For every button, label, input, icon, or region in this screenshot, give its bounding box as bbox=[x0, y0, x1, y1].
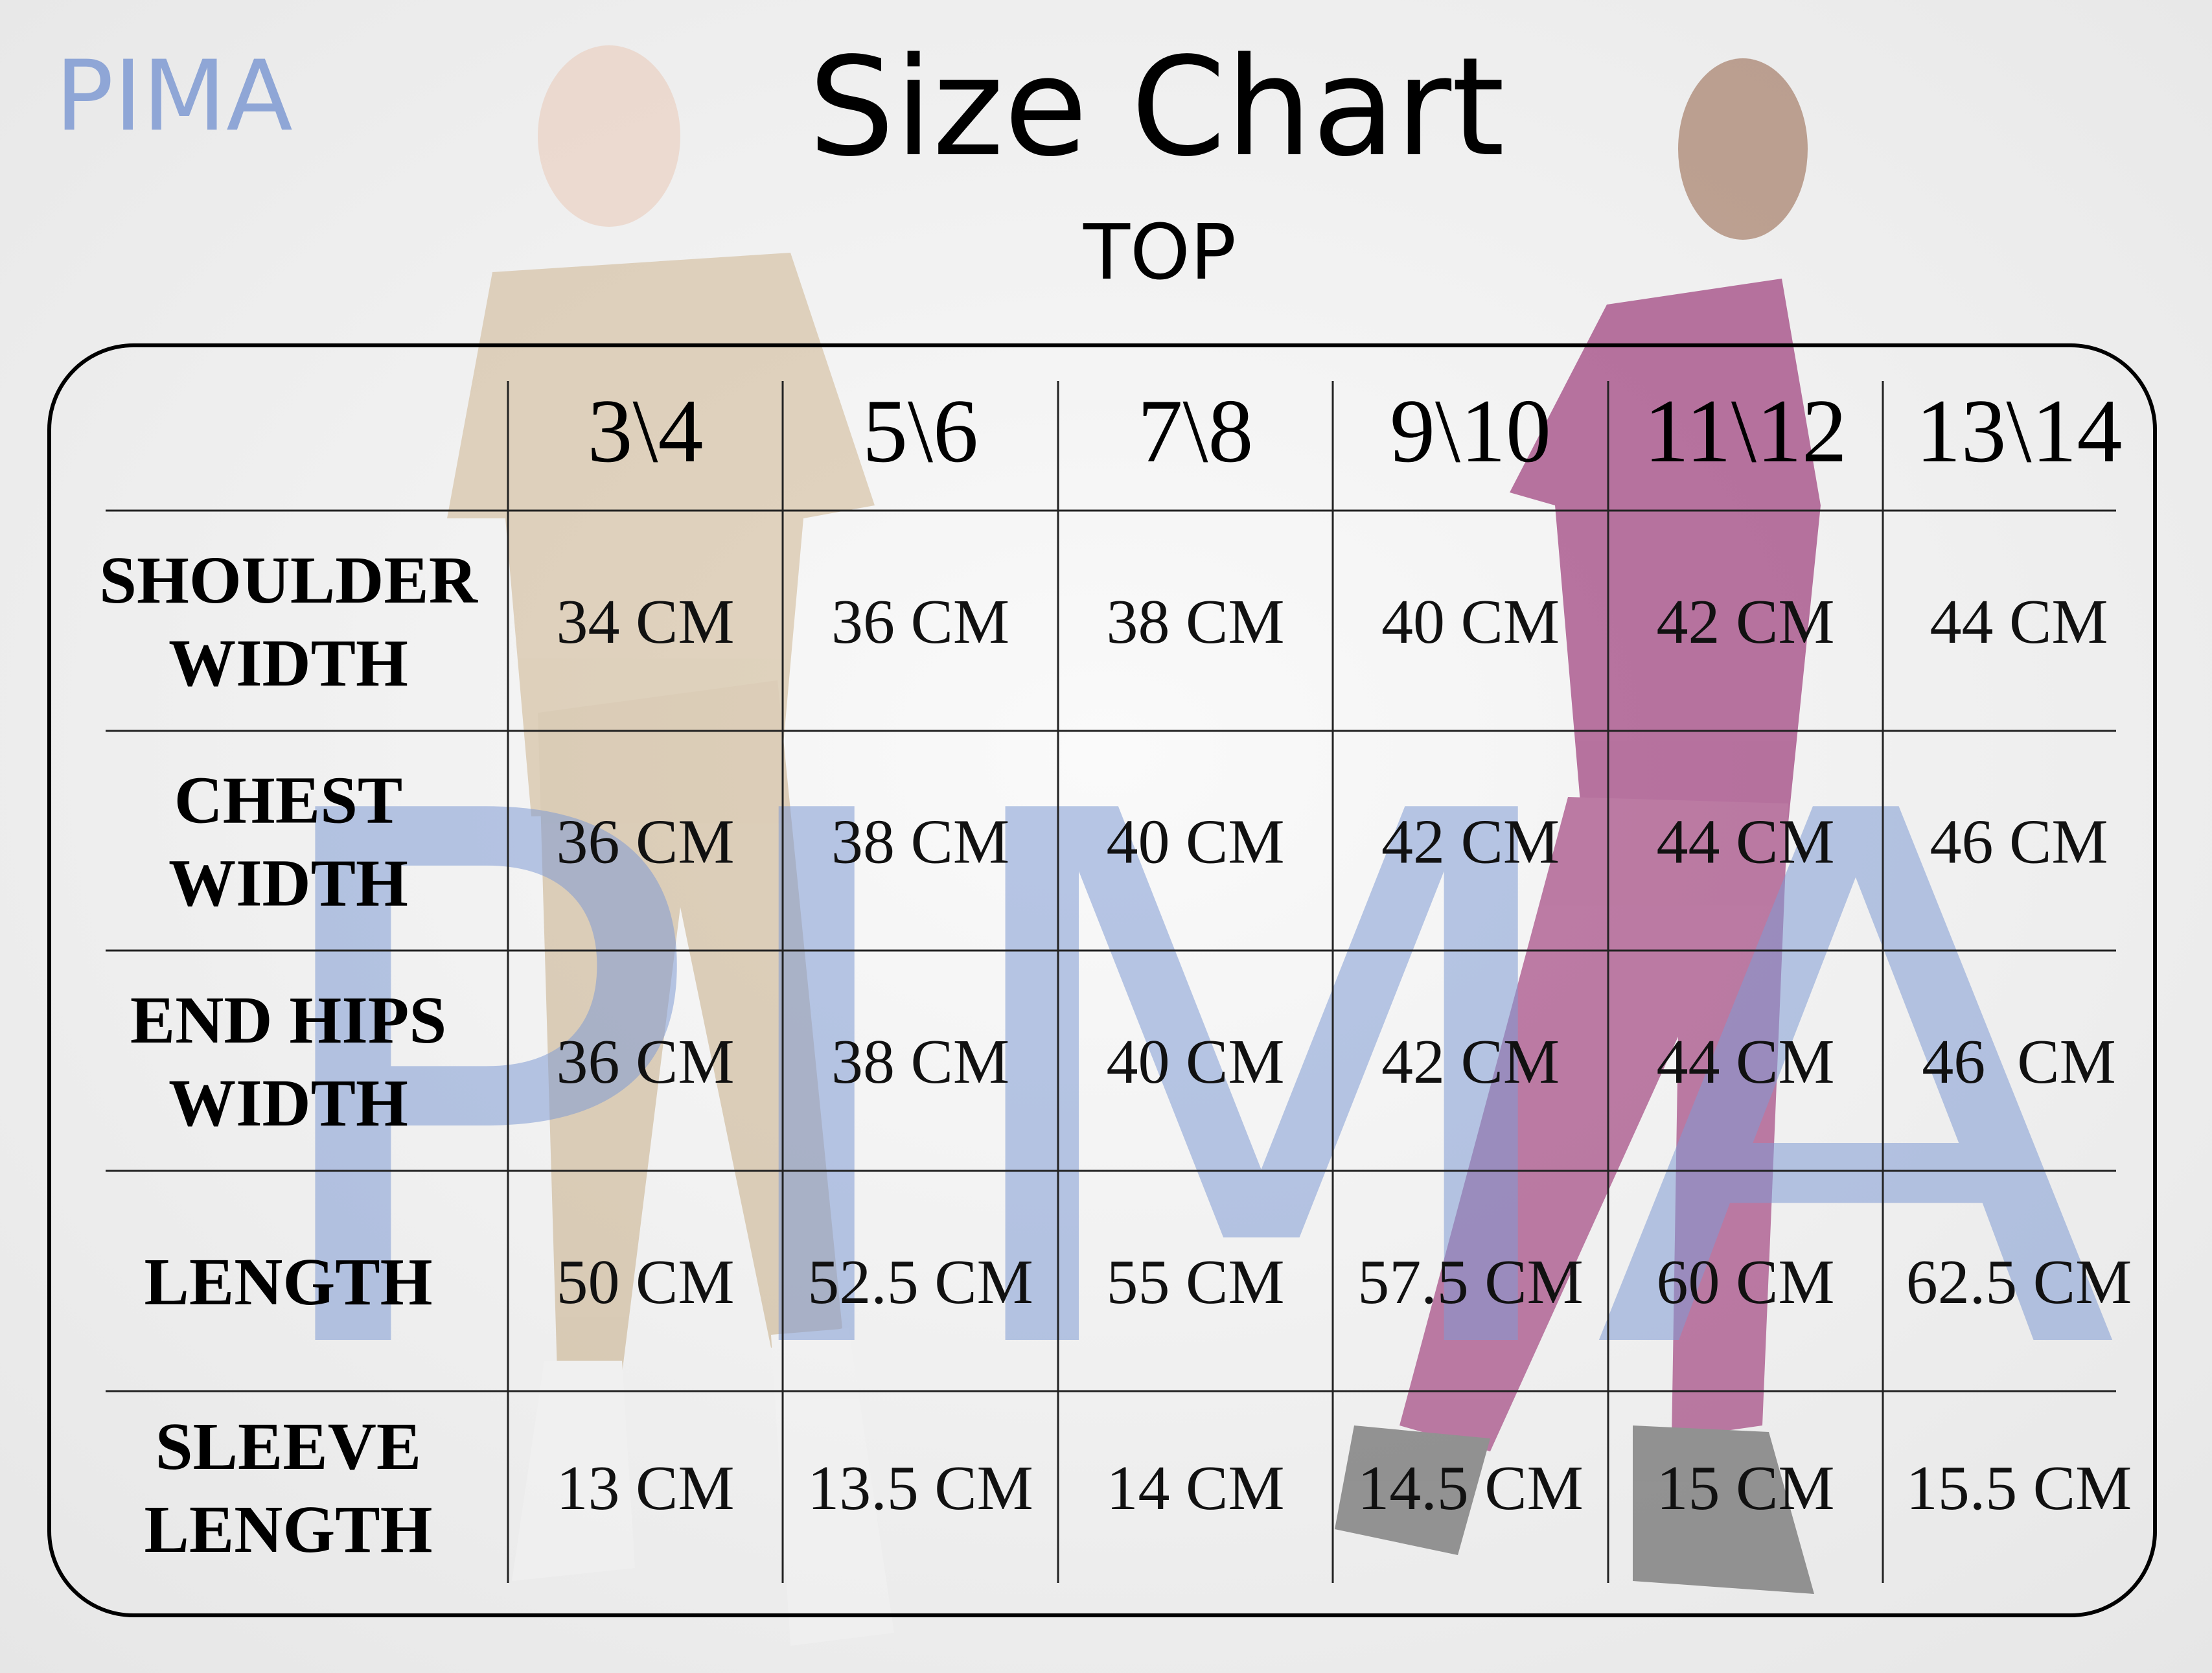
row-label: SHOULDER bbox=[99, 543, 479, 617]
size-value: 55 CM bbox=[1106, 1247, 1284, 1317]
size-value: 34 CM bbox=[556, 587, 734, 657]
size-value: 40 CM bbox=[1381, 587, 1560, 657]
size-value: 36 CM bbox=[831, 587, 1009, 657]
size-value: 44 CM bbox=[1930, 587, 2108, 657]
size-header: 5\6 bbox=[862, 381, 978, 481]
row-label: END HIPS bbox=[130, 983, 446, 1057]
size-value: 57.5 CM bbox=[1357, 1247, 1584, 1317]
size-value: 50 CM bbox=[556, 1247, 734, 1317]
figure-right bbox=[1335, 58, 1821, 1594]
figure-left bbox=[447, 45, 894, 1646]
title: Size Chart bbox=[809, 28, 1505, 187]
table-border bbox=[47, 343, 2157, 1617]
row-label: WIDTH bbox=[168, 626, 408, 700]
size-table: 3\4 5\6 7\8 9\10 11\12 13\14 SHOULDER WIDTH 34 C… bbox=[99, 381, 2132, 1583]
size-value: 42 CM bbox=[1381, 1027, 1560, 1097]
size-value: 40 CM bbox=[1106, 1027, 1284, 1097]
size-value: 36 CM bbox=[556, 1027, 734, 1097]
size-value: 38 CM bbox=[831, 807, 1009, 877]
size-value: 15 CM bbox=[1656, 1453, 1834, 1523]
subtitle: TOP bbox=[1083, 207, 1236, 297]
row-label: LENGTH bbox=[144, 1492, 433, 1567]
size-value: 13.5 CM bbox=[807, 1453, 1033, 1523]
size-header: 11\12 bbox=[1644, 381, 1847, 481]
size-value: 62.5 CM bbox=[1906, 1247, 2132, 1317]
size-value: 13 CM bbox=[556, 1453, 734, 1523]
size-header: 3\4 bbox=[588, 381, 704, 481]
size-value: 15.5 CM bbox=[1906, 1453, 2132, 1523]
size-value: 38 CM bbox=[1106, 587, 1284, 657]
size-value: 38 CM bbox=[831, 1027, 1009, 1097]
size-header: 7\8 bbox=[1138, 381, 1254, 481]
size-value: 44 CM bbox=[1656, 807, 1834, 877]
size-value: 36 CM bbox=[556, 807, 734, 877]
size-value: 46 CM bbox=[1930, 807, 2108, 877]
row-label: WIDTH bbox=[168, 1066, 408, 1140]
row-label: CHEST bbox=[174, 763, 403, 838]
size-value: 42 CM bbox=[1381, 807, 1560, 877]
size-value: 52.5 CM bbox=[807, 1247, 1033, 1317]
size-value: 40 CM bbox=[1106, 807, 1284, 877]
size-value: 60 CM bbox=[1656, 1247, 1834, 1317]
size-header: 13\14 bbox=[1916, 381, 2123, 481]
row-label: WIDTH bbox=[168, 846, 408, 921]
size-value: 14 CM bbox=[1106, 1453, 1284, 1523]
size-value: 46 CM bbox=[1922, 1027, 2116, 1097]
size-value: 14.5 CM bbox=[1357, 1453, 1584, 1523]
row-label: SLEEVE bbox=[156, 1409, 421, 1484]
row-label: LENGTH bbox=[144, 1245, 433, 1319]
size-header: 9\10 bbox=[1390, 381, 1551, 481]
logo: PIMA bbox=[55, 40, 293, 153]
size-value: 42 CM bbox=[1656, 587, 1834, 657]
watermark: PIMA bbox=[240, 661, 2121, 1513]
size-value: 44 CM bbox=[1656, 1027, 1834, 1097]
